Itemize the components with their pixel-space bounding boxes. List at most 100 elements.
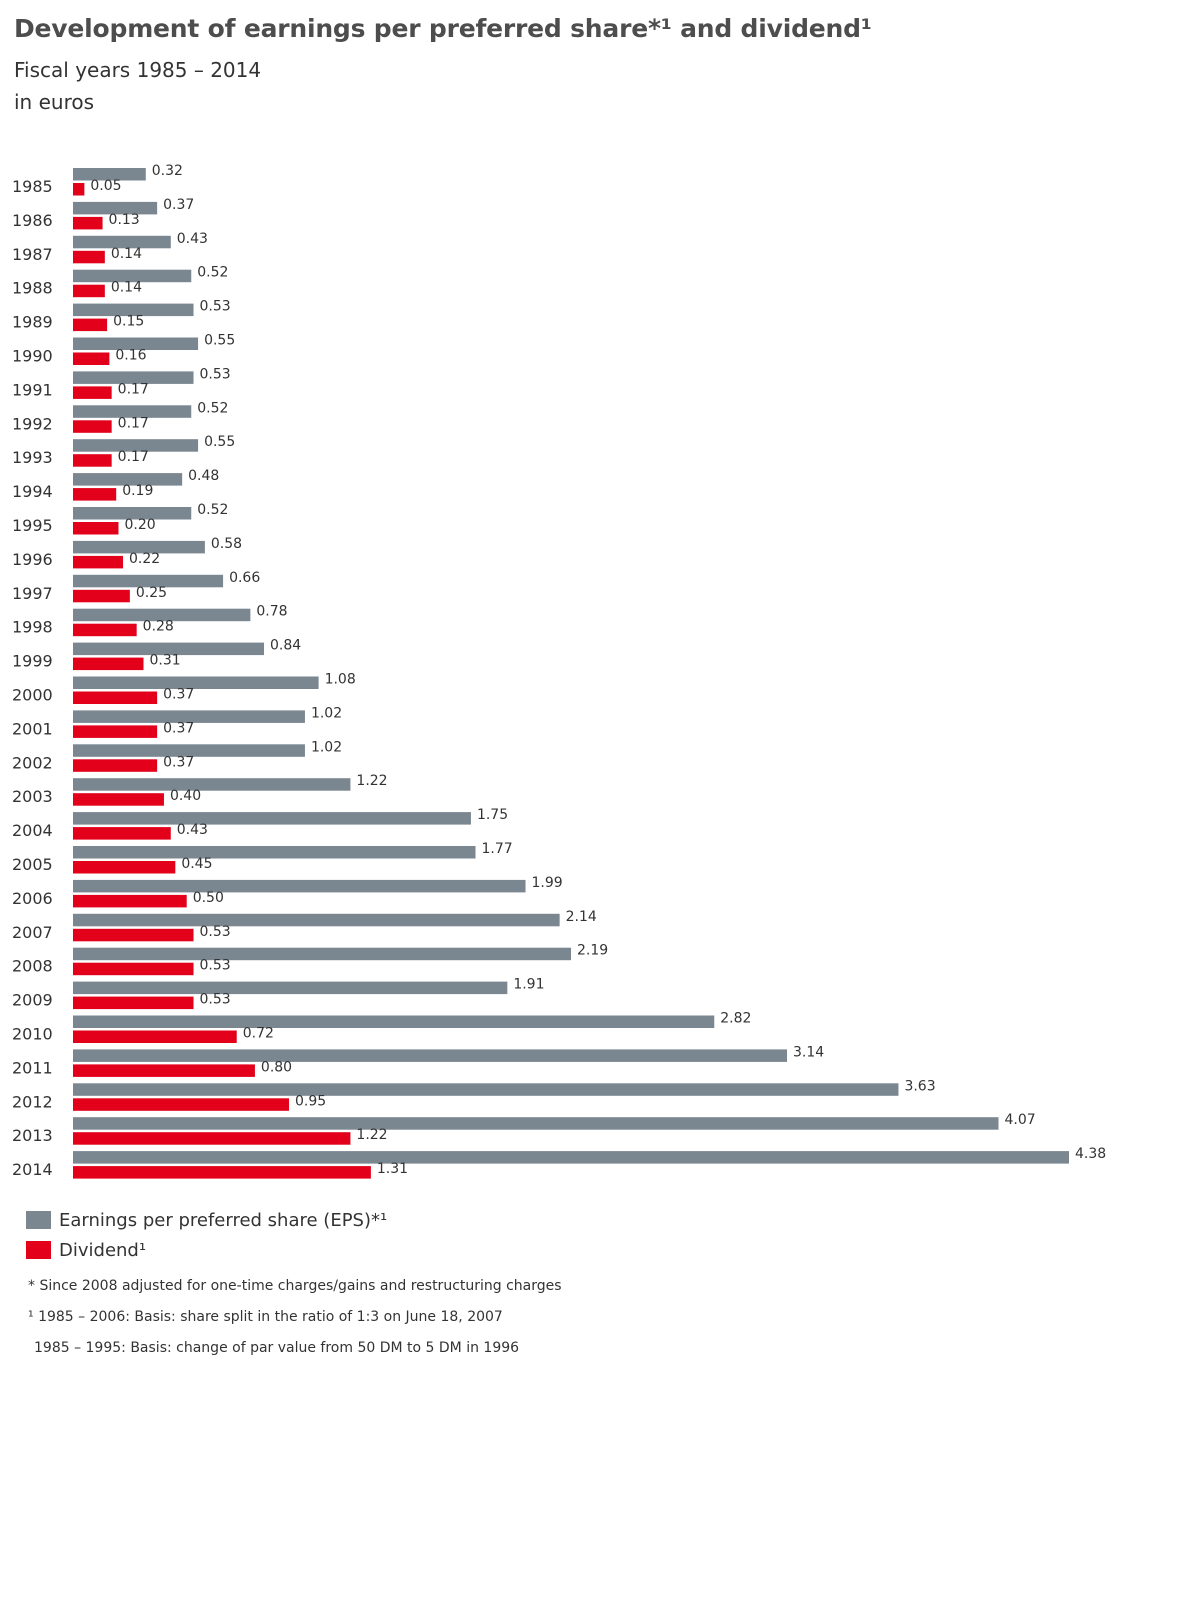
value-label-eps: 0.55 (204, 333, 235, 349)
legend: Earnings per preferred share (EPS)*¹ Div… (26, 1205, 387, 1265)
bar-eps (73, 303, 194, 317)
value-label-eps: 0.66 (229, 570, 260, 586)
year-label: 2005 (12, 855, 53, 874)
bar-eps (73, 507, 192, 520)
bar-dividend (73, 250, 105, 264)
bar-dividend (73, 827, 171, 840)
year-label: 2006 (12, 889, 53, 908)
year-label: 1985 (12, 177, 53, 196)
year-label: 1994 (12, 482, 53, 501)
bar-eps (73, 574, 224, 588)
legend-item-dividend: Dividend¹ (26, 1235, 387, 1265)
value-label-eps: 0.53 (200, 299, 231, 315)
value-label-dividend: 0.28 (143, 619, 174, 635)
value-label-eps: 0.37 (163, 197, 194, 213)
value-label-eps: 0.52 (197, 502, 228, 518)
value-label-dividend: 0.19 (122, 483, 153, 499)
bar-eps (73, 608, 251, 622)
value-label-eps: 2.19 (577, 943, 608, 959)
bar-dividend (73, 691, 158, 704)
bar-dividend (73, 555, 124, 569)
value-label-eps: 0.53 (200, 366, 231, 382)
year-label: 2007 (12, 923, 53, 942)
value-label-dividend: 0.15 (113, 314, 144, 330)
year-label: 1997 (12, 584, 53, 603)
value-label-eps: 2.14 (566, 909, 597, 925)
value-label-dividend: 0.53 (200, 992, 231, 1008)
value-label-dividend: 0.53 (200, 958, 231, 974)
bar-eps (73, 1015, 715, 1028)
bar-eps (73, 744, 305, 757)
bar-dividend (73, 1166, 371, 1179)
value-label-dividend: 1.22 (356, 1127, 387, 1143)
year-label: 1987 (12, 245, 53, 264)
bar-eps (73, 405, 192, 418)
bar-dividend (73, 589, 130, 603)
value-label-eps: 1.02 (311, 705, 342, 721)
value-label-eps: 2.82 (720, 1011, 751, 1027)
value-label-dividend: 0.53 (200, 924, 231, 940)
value-label-dividend: 0.40 (170, 788, 201, 804)
value-label-eps: 0.32 (152, 163, 183, 179)
year-label: 2003 (12, 787, 53, 806)
bar-dividend (73, 759, 158, 772)
bar-eps (73, 642, 265, 656)
bar-eps (73, 981, 508, 995)
footnote-adjusted: * Since 2008 adjusted for one-time charg… (28, 1278, 562, 1294)
bar-eps (73, 235, 171, 249)
units-label: in euros (14, 90, 95, 114)
year-label: 1998 (12, 618, 53, 637)
bar-dividend (73, 1064, 255, 1077)
bar-dividend (73, 386, 112, 399)
bar-eps (73, 846, 476, 859)
value-label-dividend: 0.45 (181, 856, 212, 872)
value-label-dividend: 0.43 (177, 822, 208, 838)
value-label-eps: 3.63 (904, 1078, 935, 1094)
year-label: 1993 (12, 448, 53, 467)
bar-dividend (73, 1098, 290, 1111)
bar-eps (73, 337, 199, 350)
bar-eps (73, 439, 199, 452)
year-label: 2000 (12, 686, 53, 705)
year-label: 2014 (12, 1160, 53, 1179)
value-label-dividend: 0.50 (193, 890, 224, 906)
value-label-dividend: 0.25 (136, 585, 167, 601)
year-label: 1989 (12, 313, 53, 332)
bar-eps (73, 1117, 999, 1130)
value-label-eps: 0.52 (197, 265, 228, 281)
value-label-eps: 0.48 (188, 468, 219, 484)
value-label-eps: 1.08 (325, 672, 356, 688)
bar-dividend (73, 488, 117, 501)
value-label-eps: 1.22 (356, 773, 387, 789)
year-label: 1992 (12, 414, 53, 433)
bar-dividend (73, 894, 187, 908)
bar-dividend (73, 1132, 351, 1145)
value-label-dividend: 0.31 (149, 653, 180, 669)
value-label-eps: 0.78 (256, 604, 287, 620)
bar-dividend (73, 861, 176, 874)
bar-dividend (73, 522, 119, 535)
bar-dividend (73, 793, 164, 806)
year-label: 2008 (12, 957, 53, 976)
bar-eps (73, 812, 471, 825)
year-label: 2010 (12, 1025, 53, 1044)
value-label-dividend: 0.16 (115, 348, 146, 364)
value-label-eps: 0.58 (211, 536, 242, 552)
bar-eps (73, 947, 571, 961)
value-label-eps: 1.77 (481, 841, 512, 857)
value-label-eps: 0.43 (177, 231, 208, 247)
value-label-dividend: 0.14 (111, 280, 142, 296)
bar-dividend (73, 623, 137, 637)
bar-dividend (73, 996, 194, 1010)
bar-dividend (73, 318, 108, 332)
bar-dividend (73, 216, 103, 230)
value-label-eps: 4.07 (1005, 1112, 1036, 1128)
value-label-dividend: 0.37 (163, 754, 194, 770)
year-label: 2011 (12, 1058, 53, 1077)
bar-eps (73, 913, 560, 927)
bar-eps (73, 269, 192, 283)
value-label-dividend: 0.95 (295, 1093, 326, 1109)
chart-subtitle: Fiscal years 1985 – 2014 (14, 58, 262, 82)
year-label: 2012 (12, 1092, 53, 1111)
legend-label-eps: Earnings per preferred share (EPS)*¹ (59, 1209, 388, 1231)
